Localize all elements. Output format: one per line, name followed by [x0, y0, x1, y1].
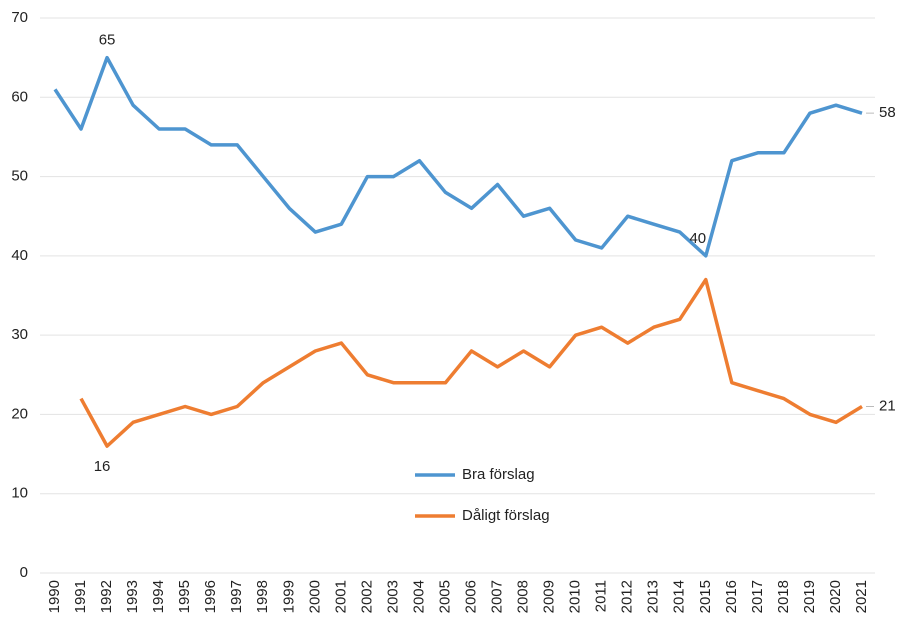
x-tick-label: 2007: [489, 580, 506, 613]
y-tick-label: 20: [11, 405, 28, 422]
x-tick-label: 2009: [541, 580, 558, 613]
x-tick-label: 2019: [801, 580, 818, 613]
x-tick-label: 1997: [228, 580, 245, 613]
data-label: 21: [879, 397, 896, 414]
x-tick-label: 2010: [567, 580, 584, 613]
x-tick-label: 2014: [671, 580, 688, 613]
x-tick-label: 2021: [853, 580, 870, 613]
data-label: 16: [94, 458, 111, 475]
data-label: 58: [879, 104, 896, 121]
x-tick-label: 1991: [72, 580, 89, 613]
x-tick-label: 1996: [202, 580, 219, 613]
line-series: [53, 55, 863, 258]
x-tick-label: 2003: [384, 580, 401, 613]
x-tick-label: 2018: [775, 580, 792, 613]
y-tick-label: 70: [11, 9, 28, 26]
x-tick-label: 1995: [176, 580, 193, 613]
y-tick-label: 0: [20, 564, 28, 581]
y-tick-label: 50: [11, 168, 28, 185]
x-tick-label: 2017: [749, 580, 766, 613]
x-tick-label: 1994: [150, 580, 167, 613]
x-tick-label: 2013: [645, 580, 662, 613]
y-tick-label: 40: [11, 247, 28, 264]
x-tick-label: 1993: [124, 580, 141, 613]
x-tick-label: 2002: [358, 580, 375, 613]
x-tick-label: 2000: [306, 580, 323, 613]
line-series: [79, 277, 863, 448]
x-tick-label: 2006: [462, 580, 479, 613]
x-tick-label: 1998: [254, 580, 271, 613]
x-tick-label: 2015: [697, 580, 714, 613]
data-label: 65: [99, 32, 116, 49]
x-tick-label: 2004: [410, 580, 427, 613]
legend-label: Bra förslag: [462, 466, 535, 483]
x-tick-label: 2016: [723, 580, 740, 613]
x-tick-label: 1992: [98, 580, 115, 613]
x-tick-label: 2001: [332, 580, 349, 613]
x-tick-label: 1990: [46, 580, 63, 613]
y-tick-label: 30: [11, 326, 28, 343]
x-tick-label: 2011: [593, 580, 610, 612]
legend-label: Dåligt förslag: [462, 507, 550, 524]
x-tick-label: 2020: [827, 580, 844, 613]
x-tick-label: 2012: [619, 580, 636, 613]
x-tick-label: 1999: [280, 580, 297, 613]
y-tick-label: 10: [11, 485, 28, 502]
x-tick-label: 2005: [436, 580, 453, 613]
y-tick-label: 60: [11, 88, 28, 105]
x-tick-label: 2008: [515, 580, 532, 613]
data-label: 40: [689, 230, 706, 247]
